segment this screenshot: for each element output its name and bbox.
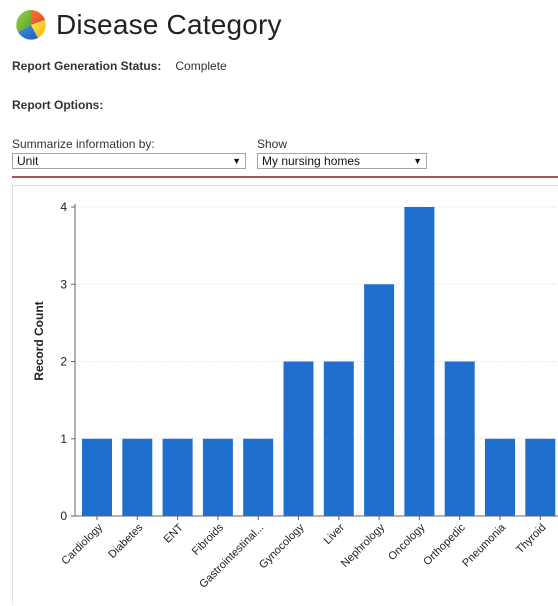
summarize-label: Summarize information by: [12, 137, 155, 151]
summarize-select[interactable]: Unit ▼ [12, 153, 246, 169]
y-tick-label: 2 [60, 355, 67, 369]
y-tick-label: 3 [60, 277, 67, 291]
section-divider [12, 176, 558, 178]
report-options-label: Report Options: [12, 98, 104, 112]
bar-ent[interactable] [162, 438, 193, 516]
x-tick-label: Pneumonia [460, 521, 508, 569]
summarize-select-value: Unit [17, 154, 39, 168]
page-header: Disease Category [14, 6, 282, 44]
status-label: Report Generation Status: [12, 59, 162, 73]
y-tick-label: 4 [60, 200, 67, 214]
report-status: Report Generation Status: Complete [12, 59, 227, 73]
bar-liver[interactable] [323, 361, 354, 517]
x-tick-label: Nephrology [339, 521, 388, 570]
chart-frame: 0 1 2 3 4 Cardiology Diabetes ENT Fibroids Gastro… [12, 185, 558, 605]
x-tick-label: Oncology [386, 521, 428, 563]
y-tick-label: 0 [60, 509, 67, 523]
y-tick-label: 1 [60, 432, 67, 446]
show-filter: Show My nursing homes ▼ [257, 137, 427, 169]
bar-pneumonia[interactable] [485, 438, 515, 516]
bar-nephrology[interactable] [364, 284, 395, 516]
x-tick-label: ENT [162, 521, 186, 545]
bar-fibroids[interactable] [202, 438, 233, 516]
dropdown-arrow-icon: ▼ [232, 156, 241, 166]
bar-gynocology[interactable] [283, 361, 314, 517]
page-title: Disease Category [56, 9, 282, 40]
bar-orthopedic[interactable] [444, 361, 475, 517]
dropdown-arrow-icon: ▼ [413, 156, 422, 166]
bar-gastrointestinal[interactable] [243, 438, 274, 516]
y-axis-label: Record Count [32, 301, 46, 380]
status-value: Complete [175, 59, 227, 73]
x-tick-label: Liver [322, 521, 348, 547]
x-tick-label: Cardiology [59, 521, 105, 567]
x-tick-label: Diabetes [106, 521, 146, 561]
pie-chart-logo-icon [16, 10, 46, 40]
bar-diabetes[interactable] [122, 438, 153, 516]
show-select[interactable]: My nursing homes ▼ [257, 153, 427, 169]
show-label: Show [257, 137, 288, 151]
bar-cardiology[interactable] [82, 438, 112, 516]
summarize-filter: Summarize information by: Unit ▼ [12, 137, 246, 169]
x-tick-label: Thyroid [514, 522, 548, 556]
bar-oncology[interactable] [404, 207, 435, 516]
show-select-value: My nursing homes [262, 154, 361, 168]
x-tick-label: Fibroids [190, 521, 227, 558]
bar-thyroid[interactable] [525, 438, 556, 516]
